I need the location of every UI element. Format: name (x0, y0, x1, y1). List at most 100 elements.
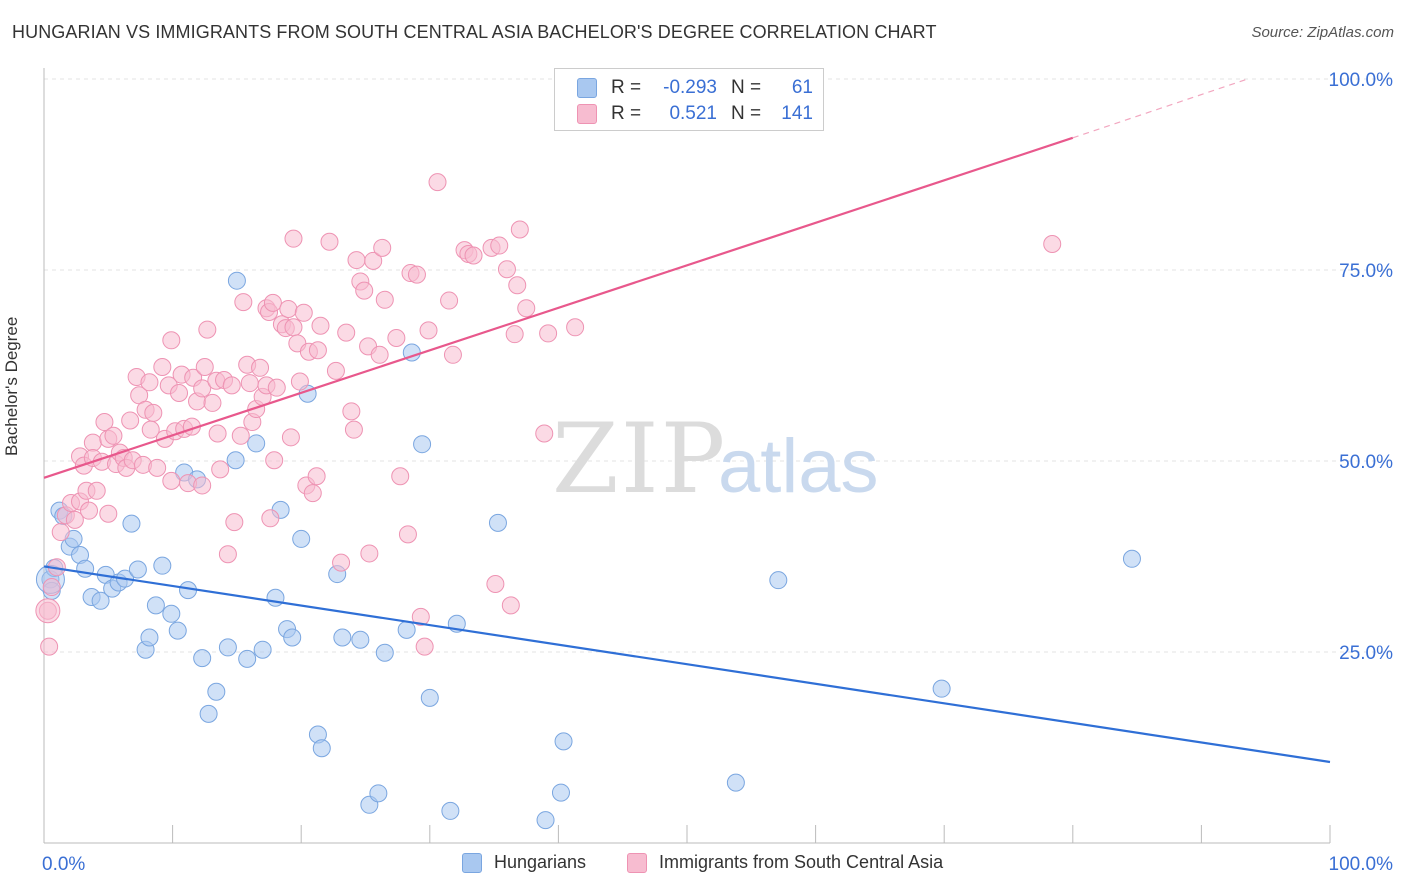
data-point (238, 649, 257, 668)
x-tick-labels: 0.0% 100.0% (42, 854, 1393, 875)
n-value: 141 (781, 103, 813, 124)
data-point (415, 637, 434, 656)
data-point (726, 773, 745, 792)
data-point (407, 265, 426, 284)
data-point (226, 451, 245, 470)
legend-item-immigrants: Immigrants from South Central Asia (627, 852, 943, 873)
data-point (199, 704, 218, 723)
data-point (440, 291, 459, 310)
data-point (488, 513, 507, 532)
data-point (42, 578, 61, 597)
r-label: R = (611, 103, 642, 124)
data-point (144, 403, 163, 422)
data-point (337, 323, 356, 342)
data-point (375, 643, 394, 662)
data-point (501, 596, 520, 615)
y-axis-label: Bachelor's Degree (2, 316, 21, 456)
y-tick-labels: 25.0% 50.0% 75.0% 100.0% (1329, 70, 1394, 664)
data-point (536, 811, 555, 830)
trend-lines (43, 78, 1331, 764)
data-point (99, 504, 118, 523)
chart-title: HUNGARIAN VS IMMIGRANTS FROM SOUTH CENTR… (12, 22, 937, 42)
y-tick-label: 25.0% (1339, 643, 1393, 664)
data-point (505, 325, 524, 344)
data-point (326, 361, 345, 380)
series-hungarians (35, 271, 1141, 830)
data-point (344, 420, 363, 439)
data-point (419, 321, 438, 340)
data-point (234, 293, 253, 312)
stats-legend: R = -0.293 N = 61 R = 0.521 N = 141 (554, 68, 824, 131)
legend-swatch-hungarians (462, 852, 482, 873)
data-point (283, 628, 302, 647)
data-point (486, 575, 505, 594)
data-point (428, 173, 447, 192)
data-point (227, 271, 246, 290)
data-point (375, 290, 394, 309)
y-tick-label: 50.0% (1339, 452, 1393, 473)
data-point (65, 510, 84, 529)
legend-swatch-immigrants (627, 852, 647, 873)
data-point (332, 553, 351, 572)
data-point (140, 628, 159, 647)
immigrants-swatch (577, 104, 597, 124)
data-point (193, 476, 212, 495)
data-point (122, 514, 141, 533)
legend-label-hungarians: Hungarians (494, 852, 587, 872)
data-point (153, 556, 172, 575)
data-point (397, 620, 416, 639)
trend-line (43, 565, 1331, 764)
data-point (170, 384, 189, 403)
data-point (281, 428, 300, 447)
data-point (364, 251, 383, 270)
data-point (193, 649, 212, 668)
data-point (195, 358, 214, 377)
data-point (535, 424, 554, 443)
data-point (769, 571, 788, 590)
data-point (251, 358, 270, 377)
data-point (104, 426, 123, 445)
data-point (320, 232, 339, 251)
data-point (1122, 549, 1141, 568)
data-point (91, 591, 110, 610)
r-value: -0.293 (663, 77, 717, 98)
source-label: Source: ZipAtlas.com (1251, 24, 1394, 41)
data-point (333, 628, 352, 647)
data-point (387, 328, 406, 347)
trend-line (43, 136, 1074, 479)
r-value: 0.521 (669, 103, 717, 124)
data-point (1043, 235, 1062, 254)
data-point (441, 801, 460, 820)
data-point (168, 621, 187, 640)
data-point (308, 341, 327, 360)
data-point (218, 638, 237, 657)
series-immigrants (35, 173, 1062, 656)
x-tick-label: 100.0% (1329, 854, 1394, 875)
data-point (261, 509, 280, 528)
legend-item-hungarians: Hungarians (462, 852, 586, 873)
data-point (263, 293, 282, 312)
stats-row-immigrants: R = 0.521 N = 141 (577, 101, 813, 127)
data-point (148, 458, 167, 477)
data-point (267, 378, 286, 397)
legend-label-immigrants: Immigrants from South Central Asia (659, 852, 944, 872)
watermark: ZIP atlas (552, 403, 879, 515)
data-point (203, 393, 222, 412)
data-point (566, 318, 585, 337)
data-point (508, 276, 527, 295)
data-point (290, 372, 309, 391)
data-point (266, 588, 285, 607)
data-point (420, 688, 439, 707)
data-point (80, 501, 99, 520)
hungarians-swatch (577, 78, 597, 98)
data-point (35, 598, 61, 624)
y-tick-label: 100.0% (1329, 70, 1394, 91)
data-point (83, 433, 102, 452)
data-point (211, 460, 230, 479)
data-point (87, 481, 106, 500)
data-point (347, 251, 366, 270)
watermark-atlas: atlas (718, 424, 879, 509)
data-point (539, 324, 558, 343)
data-point (351, 630, 370, 649)
